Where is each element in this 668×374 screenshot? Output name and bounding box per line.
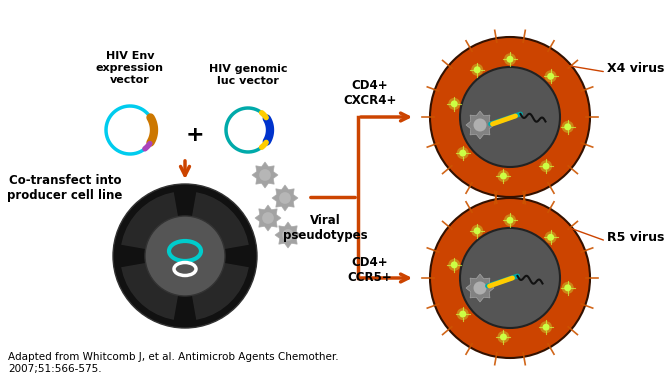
Circle shape: [540, 321, 552, 333]
Text: HIV Env
expression
vector: HIV Env expression vector: [96, 51, 164, 85]
Circle shape: [448, 259, 460, 271]
Polygon shape: [272, 185, 298, 211]
Text: Adapted from Whitcomb J, et al. Antimicrob Agents Chemother.
2007;51:566-575.: Adapted from Whitcomb J, et al. Antimicr…: [8, 352, 339, 374]
Polygon shape: [185, 192, 248, 256]
Polygon shape: [185, 256, 248, 320]
Circle shape: [504, 53, 516, 65]
Circle shape: [145, 216, 225, 296]
Circle shape: [282, 229, 294, 241]
Circle shape: [259, 169, 271, 181]
Circle shape: [564, 284, 571, 291]
Circle shape: [544, 70, 556, 82]
Polygon shape: [275, 222, 301, 248]
Circle shape: [562, 121, 574, 133]
Text: X4 virus: X4 virus: [607, 61, 665, 74]
Circle shape: [542, 163, 550, 170]
Circle shape: [506, 217, 514, 224]
Polygon shape: [121, 192, 185, 256]
Circle shape: [474, 119, 486, 132]
Circle shape: [460, 310, 466, 318]
Circle shape: [474, 227, 481, 234]
Circle shape: [500, 334, 507, 341]
Circle shape: [451, 100, 458, 107]
Circle shape: [460, 150, 466, 157]
Circle shape: [562, 282, 574, 294]
Circle shape: [457, 308, 469, 320]
Text: R5 virus: R5 virus: [607, 230, 665, 243]
Circle shape: [113, 184, 257, 328]
Circle shape: [460, 228, 560, 328]
Circle shape: [471, 225, 483, 237]
Circle shape: [471, 64, 483, 76]
Polygon shape: [255, 205, 281, 231]
Circle shape: [500, 172, 507, 180]
Circle shape: [498, 170, 510, 182]
Circle shape: [457, 147, 469, 159]
Circle shape: [279, 192, 291, 204]
Text: Viral
pseudotypes: Viral pseudotypes: [283, 214, 367, 242]
Circle shape: [547, 234, 554, 241]
Circle shape: [262, 212, 274, 224]
Circle shape: [547, 73, 554, 80]
Text: CD4+
CCR5+: CD4+ CCR5+: [347, 256, 392, 284]
Circle shape: [451, 261, 458, 269]
Text: CD4+
CXCR4+: CD4+ CXCR4+: [343, 79, 397, 107]
Circle shape: [504, 214, 516, 226]
Circle shape: [430, 37, 590, 197]
Polygon shape: [466, 111, 494, 139]
Circle shape: [564, 123, 571, 131]
Circle shape: [540, 160, 552, 172]
Circle shape: [542, 324, 550, 331]
Circle shape: [498, 331, 510, 343]
Polygon shape: [252, 162, 278, 188]
Text: +: +: [186, 125, 204, 145]
Text: Co-transfect into
producer cell line: Co-transfect into producer cell line: [7, 174, 123, 202]
Circle shape: [544, 232, 556, 243]
Circle shape: [448, 98, 460, 110]
Circle shape: [474, 282, 486, 294]
Circle shape: [474, 66, 481, 73]
Polygon shape: [466, 274, 494, 302]
Polygon shape: [121, 256, 185, 320]
Circle shape: [430, 198, 590, 358]
Circle shape: [506, 56, 514, 63]
Circle shape: [460, 67, 560, 167]
Text: HIV genomic
luc vector: HIV genomic luc vector: [208, 64, 287, 86]
